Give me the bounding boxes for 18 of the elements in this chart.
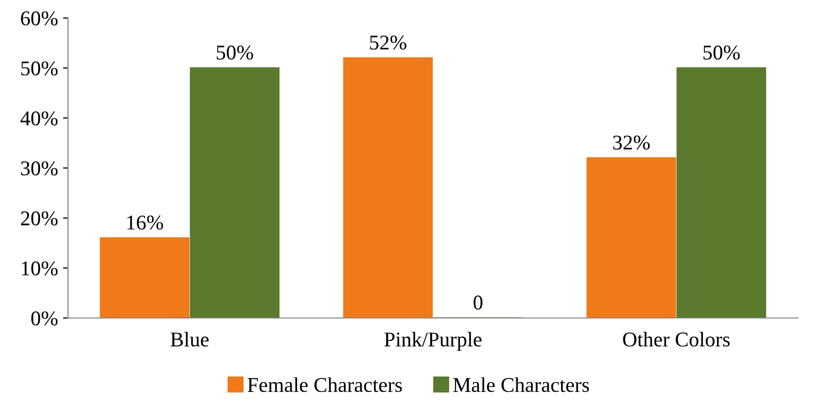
data-label: 52% [370, 36, 406, 50]
x-tick-label: Blue [170, 332, 209, 347]
legend-label: Female Characters [248, 377, 402, 392]
data-label: 0 [474, 296, 482, 310]
data-label: 50% [216, 46, 254, 60]
x-tick-label: Other Colors [623, 332, 730, 347]
data-label: 16% [127, 216, 164, 230]
legend-label: Male Characters [453, 377, 589, 392]
y-tick-label: 60% [20, 11, 58, 26]
y-tick-label: 30% [21, 161, 58, 176]
y-tick-label: 10% [22, 261, 58, 276]
data-label: 50% [703, 46, 740, 60]
data-label: 32% [613, 136, 650, 150]
y-tick-label: 50% [21, 61, 58, 76]
x-tick-label: Pink/Purple [384, 332, 482, 351]
y-tick-label: 40% [20, 111, 58, 126]
y-tick-label: 20% [21, 211, 58, 226]
y-tick-label: 0% [31, 311, 58, 326]
